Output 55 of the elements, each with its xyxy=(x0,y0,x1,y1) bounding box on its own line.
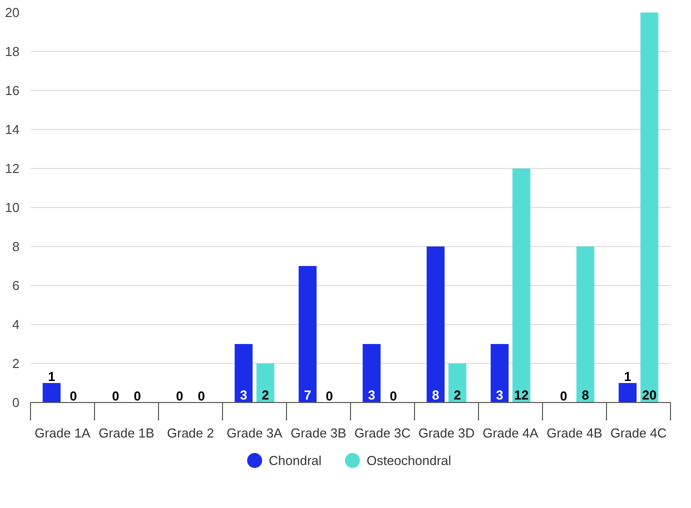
x-tick-label: Grade 3B xyxy=(290,426,346,440)
bar xyxy=(512,168,530,402)
data-label: 0 xyxy=(560,388,568,404)
x-tick-label: Grade 4B xyxy=(546,426,602,440)
data-label: 0 xyxy=(176,388,184,404)
data-label: 7 xyxy=(304,388,312,403)
y-tick-label: 10 xyxy=(5,200,20,215)
bar xyxy=(426,246,445,402)
data-label: 1 xyxy=(624,369,632,384)
legend-label: Osteochondral xyxy=(366,453,452,468)
data-label: 20 xyxy=(642,388,657,403)
x-tick-label: Grade 1B xyxy=(98,426,154,440)
y-tick-label: 20 xyxy=(5,5,20,20)
data-label: 2 xyxy=(262,388,269,403)
x-tick-label: Grade 4C xyxy=(610,426,667,440)
y-tick-label: 12 xyxy=(5,161,20,176)
data-label: 8 xyxy=(432,388,440,403)
data-label: 0 xyxy=(112,388,120,404)
data-label: 3 xyxy=(496,388,504,403)
data-label: 0 xyxy=(390,388,397,404)
y-tick-label: 16 xyxy=(5,83,20,98)
bar xyxy=(448,364,466,402)
bar xyxy=(42,383,61,402)
bar xyxy=(490,344,509,402)
data-label: 3 xyxy=(368,388,376,403)
y-tick-label: 4 xyxy=(12,317,20,332)
data-label: 0 xyxy=(326,388,333,404)
y-tick-label: 14 xyxy=(5,122,20,137)
data-label: 2 xyxy=(454,388,461,403)
x-tick-label: Grade 3D xyxy=(418,426,475,440)
bar xyxy=(298,266,317,402)
x-tick-label: Grade 4A xyxy=(482,426,539,440)
data-label: 0 xyxy=(198,388,205,404)
x-tick-label: Grade 2 xyxy=(167,426,214,440)
data-label: 0 xyxy=(134,388,141,404)
bar xyxy=(362,344,381,402)
bar xyxy=(640,12,658,402)
y-tick-label: 0 xyxy=(12,395,20,410)
y-tick-label: 2 xyxy=(12,356,20,371)
bar xyxy=(576,246,594,402)
bar xyxy=(256,364,274,402)
data-label: 12 xyxy=(514,388,529,403)
bar xyxy=(618,383,637,402)
data-label: 0 xyxy=(70,388,77,404)
data-label: 1 xyxy=(48,369,56,384)
y-tick-label: 18 xyxy=(5,44,20,59)
y-tick-label: 6 xyxy=(12,278,20,293)
x-tick-label: Grade 3C xyxy=(354,426,411,440)
y-tick-label: 8 xyxy=(12,239,20,254)
x-tick-label: Grade 1A xyxy=(34,426,91,440)
bar xyxy=(234,344,253,402)
data-label: 8 xyxy=(582,388,589,403)
data-label: 3 xyxy=(240,388,248,403)
legend-label: Chondral xyxy=(268,453,322,468)
x-tick-label: Grade 3A xyxy=(226,426,283,440)
